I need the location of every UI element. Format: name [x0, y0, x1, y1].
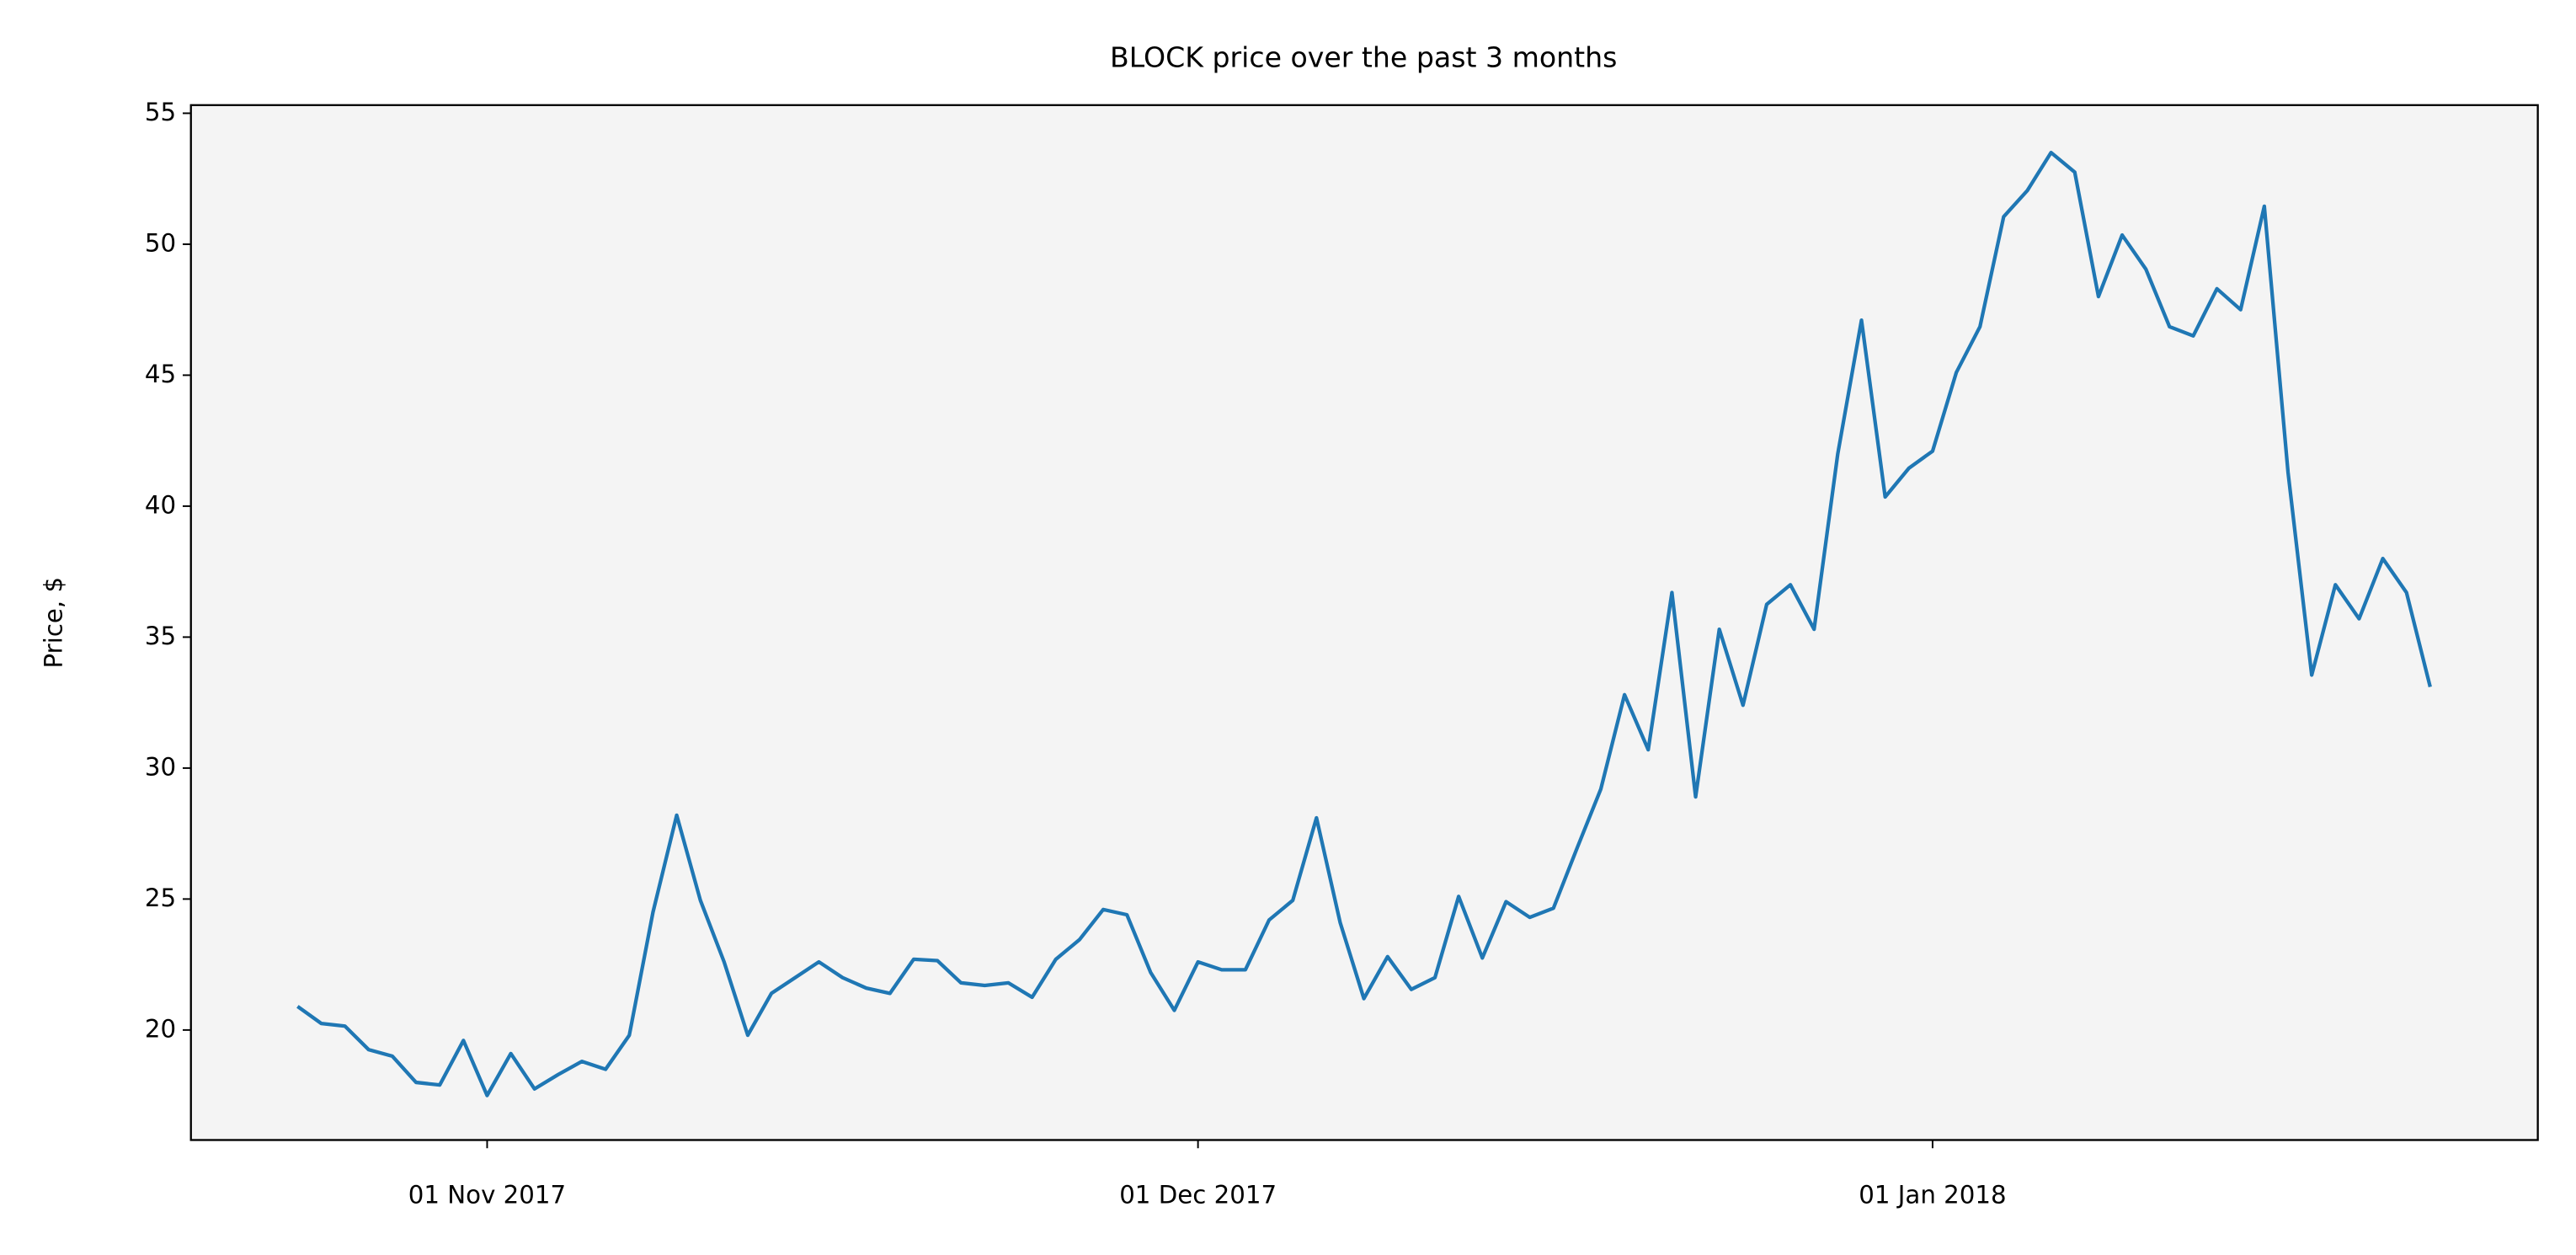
- y-tick-label: 55: [145, 98, 176, 126]
- y-tick-label: 25: [145, 884, 176, 912]
- y-tick-label: 45: [145, 360, 176, 388]
- y-tick-label: 35: [145, 622, 176, 650]
- x-tick-label: 01 Nov 2017: [408, 1180, 566, 1209]
- y-tick-label: 50: [145, 228, 176, 257]
- price-line: [296, 150, 2432, 1097]
- y-tick-label: 40: [145, 490, 176, 519]
- chart-title: BLOCK price over the past 3 months: [1110, 41, 1617, 74]
- y-tick-label: 20: [145, 1014, 176, 1043]
- plot-area: [190, 104, 2538, 1140]
- y-tick-label: 30: [145, 752, 176, 781]
- x-tick-label: 01 Dec 2017: [1119, 1180, 1277, 1209]
- x-tick-label: 01 Jan 2018: [1859, 1180, 2006, 1209]
- y-axis-label: Price, $: [39, 577, 67, 669]
- plot-frame: [189, 104, 2539, 1141]
